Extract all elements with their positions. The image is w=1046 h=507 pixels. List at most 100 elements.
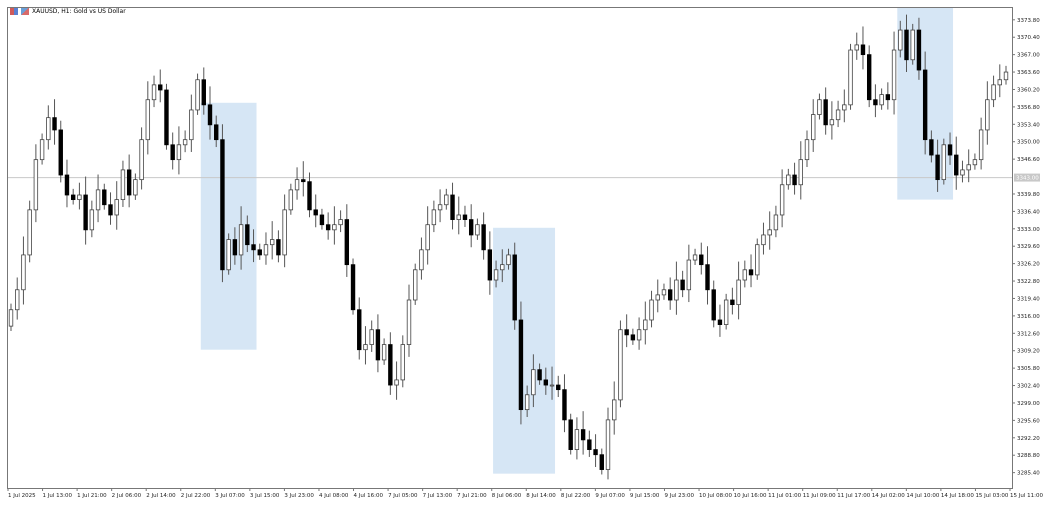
y-tick-label: 3302.40	[1017, 384, 1040, 390]
candle-body-bull	[817, 99, 822, 115]
time-axis[interactable]: 1 Jul 2025 1 Jul 13:00 1 Jul 21:00 2 Jul 06…	[7, 488, 1043, 499]
candle	[991, 75, 996, 108]
candle	[145, 81, 151, 155]
candle-body-bull	[338, 219, 343, 226]
candle-body-bull	[643, 319, 648, 331]
candle	[481, 212, 486, 260]
candle	[574, 417, 580, 460]
candle-body-bear	[58, 129, 63, 176]
candle-body-bear	[624, 329, 629, 336]
x-tick-label: 9 Jul 23:00	[664, 493, 694, 499]
candle-body-bear	[388, 344, 393, 386]
candle	[885, 82, 891, 110]
candle	[531, 354, 536, 408]
candle-body-bull	[811, 114, 816, 141]
candle-body-bull	[425, 224, 430, 251]
candle-body-bull	[269, 239, 275, 246]
candle-body-bull	[960, 169, 965, 176]
candle-body-bear	[935, 154, 940, 181]
candle	[636, 317, 642, 350]
candle-body-bull	[972, 159, 978, 166]
candle	[487, 231, 493, 295]
candle-body-bear	[922, 69, 928, 141]
candle-body-bull	[898, 29, 903, 51]
candle	[400, 335, 405, 388]
candle	[910, 23, 915, 65]
candle-body-bear	[214, 124, 219, 141]
x-tick-label: 7 Jul 13:00	[423, 493, 453, 499]
candle-body-bull	[294, 179, 300, 191]
candle-body-bear	[518, 319, 524, 411]
candle-body-bull	[798, 159, 803, 186]
x-tick-label: 3 Jul 07:00	[215, 493, 245, 499]
candle	[506, 248, 511, 270]
candle	[462, 205, 468, 227]
candle-body-bull	[997, 79, 1002, 86]
candle	[835, 100, 841, 128]
candle-body-bear	[823, 99, 828, 126]
chart-grid-icon[interactable]	[10, 8, 18, 15]
x-tick-label: 4 Jul 08:00	[319, 493, 349, 499]
x-tick-label: 9 Jul 07:00	[595, 493, 625, 499]
candle-body-bear	[929, 139, 934, 156]
candle-body-bear	[568, 419, 573, 450]
candle	[997, 64, 1002, 98]
candle	[388, 332, 393, 395]
candle-body-bear	[468, 219, 474, 236]
candle	[307, 172, 312, 218]
x-tick-label: 10 Jul 16:00	[734, 493, 767, 499]
candle-body-bull	[21, 254, 26, 291]
candle	[661, 283, 667, 300]
y-tick-label: 3373.80	[1017, 18, 1040, 24]
x-tick-label: 4 Jul 16:00	[354, 493, 384, 499]
y-tick-label: 3350.00	[1017, 140, 1040, 146]
y-tick-label: 3292.20	[1017, 436, 1040, 442]
candle-body-bull	[854, 44, 859, 51]
candle	[537, 363, 542, 385]
candle-body-bull	[46, 117, 51, 141]
candle	[493, 260, 499, 288]
candle	[699, 242, 704, 275]
candle	[126, 154, 132, 208]
x-tick-label: 11 Jul 01:00	[768, 493, 801, 499]
candle-body-bull	[263, 244, 269, 256]
candle	[189, 94, 194, 152]
candle-body-bull	[282, 209, 287, 256]
candle	[618, 320, 623, 408]
candle	[524, 385, 530, 418]
candle	[294, 167, 300, 200]
candle	[848, 43, 853, 110]
candle	[630, 328, 636, 345]
x-tick-label: 3 Jul 23:00	[284, 493, 314, 499]
candle-body-bull	[189, 109, 194, 141]
candle	[201, 67, 206, 115]
candle	[1003, 65, 1009, 85]
candle	[804, 130, 810, 168]
y-tick-label: 3356.80	[1017, 105, 1040, 111]
indicator-icon[interactable]	[21, 8, 29, 15]
candle-body-bull	[835, 109, 841, 121]
candle-body-bear	[257, 249, 262, 256]
candle-body-bear	[83, 194, 88, 231]
x-tick-label: 2 Jul 14:00	[146, 493, 176, 499]
candle	[332, 206, 337, 245]
x-tick-label: 11 Jul 17:00	[837, 493, 870, 499]
candle	[773, 205, 779, 238]
candle	[692, 248, 698, 265]
candle-body-bull	[686, 259, 692, 291]
candle	[829, 101, 835, 140]
current-price-badge	[1014, 173, 1040, 182]
candle	[916, 17, 922, 80]
candle-body-bull	[419, 249, 424, 271]
y-tick-label: 3299.00	[1017, 401, 1040, 407]
candle-body-bear	[543, 379, 549, 386]
candle	[985, 81, 990, 145]
candle	[891, 31, 897, 115]
x-tick-label: 14 Jul 10:00	[906, 493, 939, 499]
candle-body-bull	[910, 29, 915, 61]
y-tick-label: 3319.40	[1017, 296, 1040, 302]
y-tick-label: 3333.00	[1017, 227, 1040, 233]
candle	[468, 204, 474, 248]
price-axis[interactable]: 3373.80 3370.40 3367.00 3363.60 3360.20 3356.…	[1012, 18, 1040, 477]
